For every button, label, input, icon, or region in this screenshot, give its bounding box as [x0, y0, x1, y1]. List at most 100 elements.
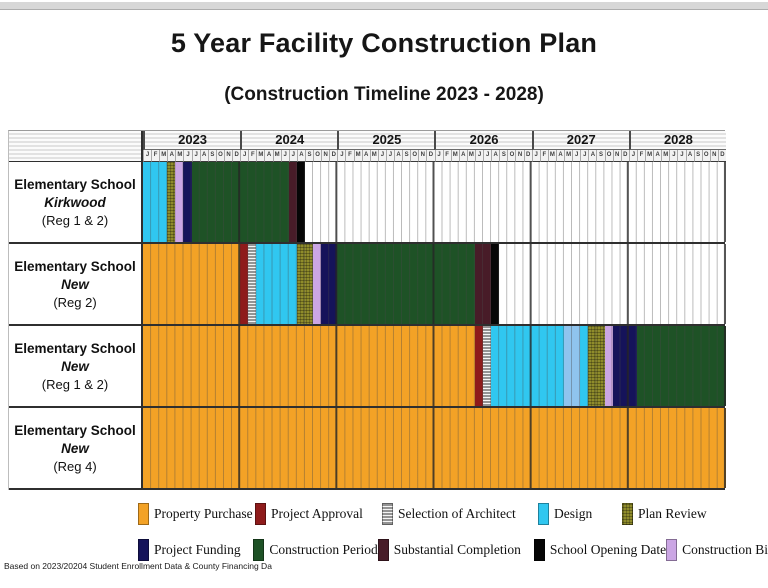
- top-window-strip: [0, 2, 768, 10]
- month-cell: F: [442, 150, 451, 162]
- month-cell: F: [345, 150, 354, 162]
- segment-plan-review: [167, 162, 176, 242]
- segment-property-purchase: [143, 326, 475, 406]
- year-header-2028: 2028: [628, 131, 726, 150]
- segment-substantial-completion: [288, 162, 297, 242]
- segment-design-light: [564, 326, 581, 406]
- year-header-2023: 2023: [143, 131, 241, 150]
- segment-construction-period: [337, 244, 475, 324]
- row-label-line: (Reg 2): [53, 294, 97, 310]
- gantt-row: Elementary School New (Reg 2): [9, 244, 726, 326]
- legend-swatch-property-purchase: [138, 502, 149, 525]
- month-cell: J: [240, 150, 249, 162]
- month-cell: S: [693, 150, 702, 162]
- month-cell: M: [466, 150, 475, 162]
- month-cell: J: [280, 150, 289, 162]
- month-cell: M: [547, 150, 556, 162]
- month-cell: J: [288, 150, 297, 162]
- legend-item-design: Design: [538, 502, 622, 525]
- segment-construction-bid: [313, 244, 322, 324]
- segment-substantial-completion: [474, 244, 492, 324]
- segment-design: [491, 326, 565, 406]
- legend-swatch-school-opening: [533, 538, 545, 561]
- legend-item-project-approval: Project Approval: [255, 502, 382, 525]
- row-label-line: Elementary School: [14, 422, 136, 438]
- month-cell: O: [215, 150, 224, 162]
- legend-swatch-construction-bid: [666, 538, 678, 561]
- month-cell: D: [232, 150, 241, 162]
- legend-label: Plan Review: [638, 505, 707, 521]
- footnote: Based on 2023/20204 Student Enrollment D…: [4, 561, 272, 571]
- gantt-row: Elementary School New (Reg 1 & 2): [9, 326, 726, 408]
- legend-swatch-plan-review: [622, 502, 633, 525]
- month-cell: J: [531, 150, 540, 162]
- month-cell: S: [207, 150, 216, 162]
- month-cell: A: [264, 150, 273, 162]
- legend-item-architect-selection: Selection of Architect: [382, 502, 538, 525]
- month-cell: A: [555, 150, 565, 162]
- row-timeline: [143, 162, 726, 242]
- month-cell: A: [491, 150, 500, 162]
- chart-title: 5 Year Facility Construction Plan: [170, 28, 598, 58]
- month-cell: N: [321, 150, 330, 162]
- segment-construction-bid: [175, 162, 184, 242]
- row-label-line: New: [61, 440, 89, 456]
- segment-design: [580, 326, 589, 406]
- segment-project-approval: [240, 244, 249, 324]
- month-cell: J: [337, 150, 346, 162]
- month-cell: M: [450, 150, 459, 162]
- segment-project-funding: [183, 162, 192, 242]
- segment-plan-review: [588, 326, 605, 406]
- month-cell: J: [474, 150, 484, 162]
- row-label-line: Elementary School: [14, 258, 136, 274]
- month-cell: F: [539, 150, 548, 162]
- row-timeline: [143, 244, 726, 324]
- month-cell: M: [175, 150, 184, 162]
- month-cell: A: [653, 150, 662, 162]
- month-cell: D: [426, 150, 435, 162]
- segment-project-funding: [321, 244, 338, 324]
- segment-architect-selection: [248, 244, 257, 324]
- segment-construction-period: [636, 326, 726, 406]
- legend-label: School Opening Date: [549, 541, 667, 557]
- row-label-line: New: [61, 358, 89, 374]
- row-timeline: [143, 326, 726, 406]
- legend-item-plan-review: Plan Review: [622, 502, 707, 525]
- month-cell: J: [191, 150, 200, 162]
- gantt-body: Elementary School Kirkwood (Reg 1 & 2) Elem…: [9, 162, 726, 490]
- gantt-row: Elementary School Kirkwood (Reg 1 & 2): [9, 162, 726, 244]
- month-cell: J: [677, 150, 686, 162]
- gantt-header-corner: [9, 131, 143, 162]
- month-cell: O: [701, 150, 710, 162]
- month-cell: D: [523, 150, 532, 162]
- legend-label: Substantial Completion: [393, 541, 521, 557]
- year-header-2026: 2026: [434, 131, 532, 150]
- month-cell: M: [369, 150, 378, 162]
- month-cell: D: [717, 150, 726, 162]
- segment-plan-review: [296, 244, 314, 324]
- month-cell: J: [580, 150, 589, 162]
- legend-item-property-purchase: Property Purchase: [138, 502, 255, 525]
- month-cell: D: [329, 150, 338, 162]
- legend-label: Project Approval: [271, 505, 363, 521]
- row-label-line: Kirkwood: [44, 194, 106, 210]
- row-label-line: New: [61, 276, 89, 292]
- month-cell: M: [661, 150, 670, 162]
- segment-project-funding: [612, 326, 637, 406]
- segment-school-opening: [296, 162, 305, 242]
- year-header-2027: 2027: [531, 131, 629, 150]
- gantt-row: Elementary School New (Reg 4): [9, 408, 726, 490]
- month-cell: J: [143, 150, 152, 162]
- month-cell: D: [620, 150, 629, 162]
- month-cell: A: [296, 150, 305, 162]
- row-label: Elementary School New (Reg 1 & 2): [9, 326, 143, 406]
- legend-item-school-opening: School Opening Date: [533, 538, 667, 561]
- legend-swatch-design: [538, 502, 549, 525]
- month-cell: M: [353, 150, 362, 162]
- row-label-line: (Reg 1 & 2): [41, 212, 109, 228]
- month-cell: M: [645, 150, 654, 162]
- month-cell: O: [313, 150, 322, 162]
- chart-subtitle: (Construction Timeline 2023 - 2028): [224, 84, 544, 105]
- month-cell: F: [151, 150, 160, 162]
